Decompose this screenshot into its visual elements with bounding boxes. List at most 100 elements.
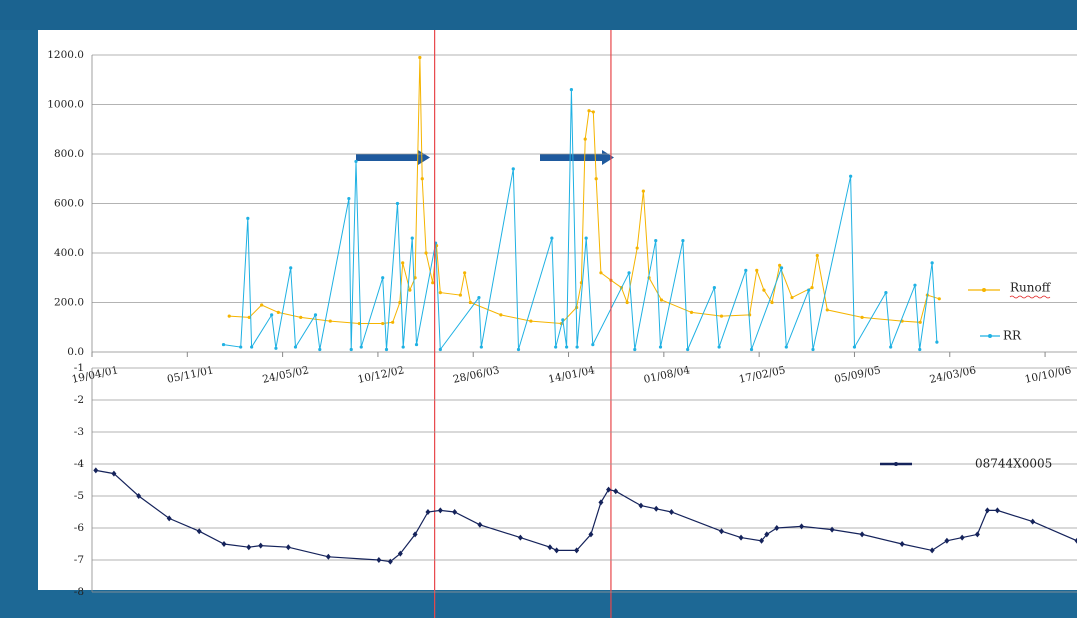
point: [250, 345, 254, 349]
y-tick-label: -4: [74, 458, 85, 470]
y-tick-label: 800.0: [54, 148, 84, 160]
point: [778, 263, 782, 267]
y-tick-label: 1000.0: [47, 99, 84, 111]
point: [591, 342, 595, 347]
point: [810, 286, 814, 290]
point: [633, 347, 637, 352]
point: [431, 281, 435, 285]
point: [136, 493, 142, 499]
legend-marker: [982, 288, 986, 292]
point: [799, 523, 805, 530]
point: [408, 288, 412, 292]
point: [276, 310, 280, 314]
point: [418, 55, 422, 60]
point: [410, 236, 414, 240]
point: [860, 315, 864, 319]
point: [221, 541, 227, 547]
point: [384, 347, 389, 352]
y-tick-label: -8: [74, 586, 84, 598]
point: [627, 271, 631, 275]
point: [984, 507, 990, 514]
point: [606, 486, 612, 493]
point: [859, 531, 865, 538]
point: [398, 300, 402, 305]
point: [550, 236, 554, 240]
point: [239, 345, 243, 349]
point: [755, 268, 759, 272]
y-tick-label: -2: [74, 394, 84, 406]
point: [246, 216, 250, 220]
y-tick-label: 1200.0: [47, 49, 84, 61]
y-tick-label: 200.0: [54, 297, 84, 309]
point: [554, 547, 560, 554]
point: [929, 547, 935, 554]
point: [584, 236, 588, 240]
point: [625, 300, 629, 305]
point: [438, 291, 442, 295]
point: [712, 286, 716, 290]
point: [328, 319, 332, 323]
point: [889, 345, 893, 349]
point: [359, 345, 363, 349]
point: [762, 288, 766, 292]
point: [381, 276, 385, 280]
point: [499, 313, 503, 317]
point: [654, 239, 658, 243]
y-tick-label: 600.0: [54, 198, 84, 210]
spell-underline: [1009, 295, 1051, 299]
point: [784, 345, 788, 349]
point: [299, 315, 303, 319]
point: [638, 502, 644, 509]
point: [381, 321, 385, 326]
legend-marker: [894, 462, 898, 466]
point: [414, 342, 419, 347]
point: [289, 266, 293, 270]
point: [221, 342, 226, 347]
point: [325, 553, 331, 560]
point: [719, 314, 724, 318]
point: [401, 261, 405, 265]
point: [260, 303, 264, 307]
point: [613, 488, 619, 495]
point: [387, 558, 393, 565]
point: [658, 345, 663, 349]
point: [468, 300, 472, 305]
point: [258, 542, 264, 549]
point: [599, 271, 603, 275]
point: [554, 345, 558, 349]
point: [899, 541, 905, 547]
point: [790, 295, 794, 300]
y-tick-label: -6: [74, 522, 85, 534]
point: [1074, 537, 1077, 544]
point: [574, 547, 580, 554]
point: [285, 544, 291, 551]
point: [749, 347, 754, 352]
point: [807, 288, 811, 292]
point: [401, 345, 405, 349]
legend-label: RR: [1003, 329, 1022, 343]
point: [274, 346, 278, 350]
point: [111, 470, 117, 477]
point: [744, 268, 748, 272]
point: [759, 537, 765, 544]
point: [994, 507, 1000, 514]
point: [913, 283, 917, 287]
top-bar: [0, 0, 1077, 30]
point: [477, 295, 481, 300]
point: [313, 313, 318, 317]
point: [376, 557, 382, 563]
point: [659, 298, 664, 302]
point: [641, 189, 645, 193]
point: [93, 467, 99, 474]
point: [347, 196, 351, 201]
point: [354, 159, 358, 164]
point: [829, 526, 835, 533]
point: [247, 315, 251, 319]
point: [561, 318, 565, 322]
point: [653, 505, 659, 512]
point: [511, 167, 515, 171]
legend-label: 08744X0005: [975, 457, 1052, 471]
point: [770, 300, 774, 305]
point: [391, 320, 395, 324]
